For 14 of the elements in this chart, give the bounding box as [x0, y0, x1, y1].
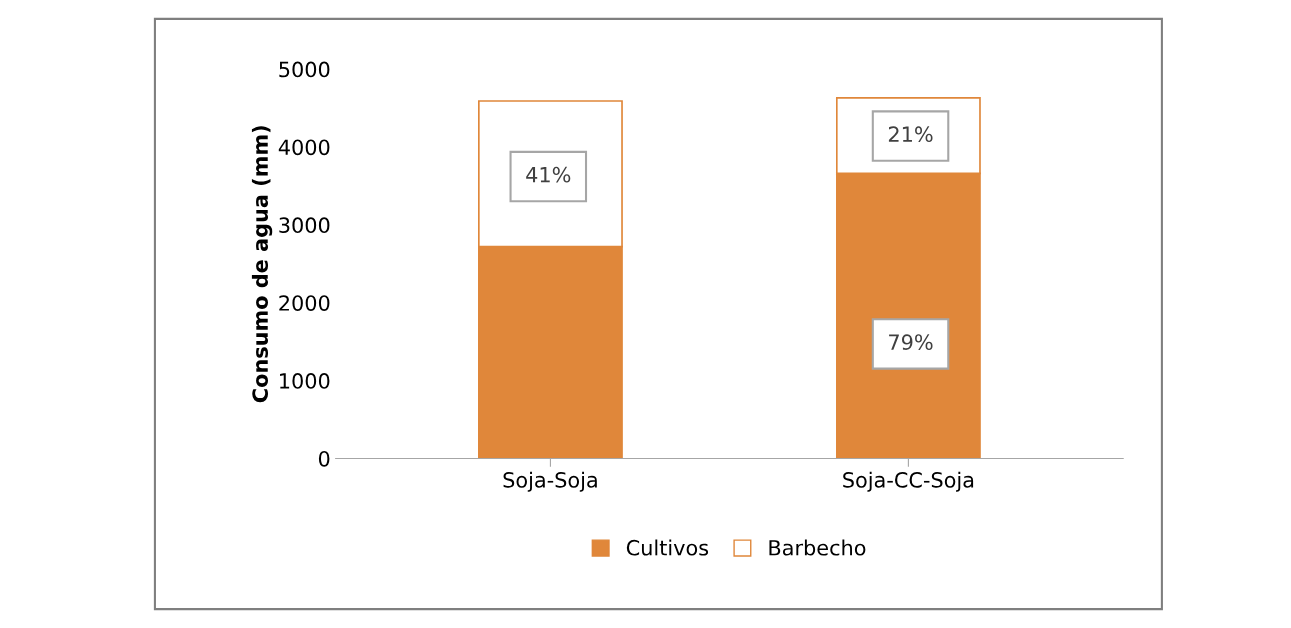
legend-label: Cultivos	[626, 539, 709, 556]
y-tick-label: 3000	[279, 217, 330, 234]
legend-label: Barbecho	[769, 539, 866, 556]
y-tick-label: 4000	[278, 139, 330, 156]
y-axis-title: Consumo de agua (mm)	[251, 126, 273, 403]
x-tick-label: Soja-CC-Soja	[843, 471, 974, 492]
y-tick-label: 2000	[279, 295, 330, 311]
x-tick-label: Soja-Soja	[503, 471, 597, 492]
y-tick-label: 0	[318, 450, 330, 467]
y-tick-label: 5000	[279, 61, 330, 78]
annotation: 41%	[526, 166, 571, 183]
annotation: 79%	[889, 334, 933, 351]
annotation: 21%	[888, 126, 933, 143]
y-tick-label: 1000	[280, 373, 330, 389]
